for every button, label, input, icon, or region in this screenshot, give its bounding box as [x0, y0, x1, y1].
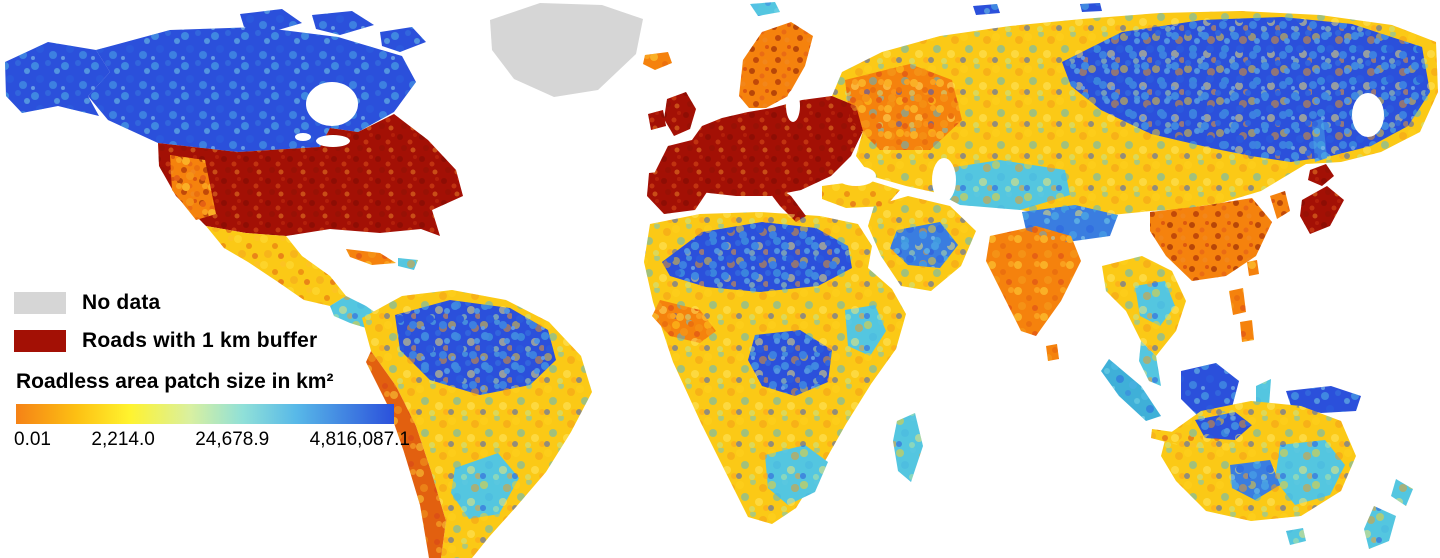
baltic-sea	[786, 90, 800, 122]
caspian-sea	[932, 158, 956, 202]
color-scale-gradient-bar	[16, 404, 394, 424]
tick-min: 0.01	[14, 429, 51, 450]
no-data-label: No data	[82, 291, 161, 314]
speckle-texture-overlay	[5, 2, 1438, 558]
legend: No data Roads with 1 km buffer Roadless …	[14, 290, 410, 451]
water-bodies	[295, 82, 1384, 202]
tick-low: 2,214.0	[91, 429, 155, 450]
sea-of-okhotsk	[1352, 93, 1384, 137]
black-sea	[836, 166, 876, 186]
hudson-bay	[306, 82, 358, 126]
no-data-legend-row: No data	[14, 290, 410, 316]
color-scale-ticks: 0.01 2,214.0 24,678.9 4,816,087.1	[14, 429, 410, 451]
great-lakes-2	[295, 133, 311, 141]
region-greenland-no-data	[490, 3, 643, 97]
roads-legend-row: Roads with 1 km buffer	[14, 328, 410, 354]
roads-swatch	[14, 330, 66, 352]
tick-mid: 24,678.9	[195, 429, 270, 450]
great-lakes-1	[316, 135, 350, 147]
roads-label: Roads with 1 km buffer	[82, 329, 318, 352]
tick-max: 4,816,087.1	[309, 429, 410, 450]
color-scale-title: Roadless area patch size in km²	[16, 370, 334, 393]
no-data-swatch	[14, 292, 66, 314]
